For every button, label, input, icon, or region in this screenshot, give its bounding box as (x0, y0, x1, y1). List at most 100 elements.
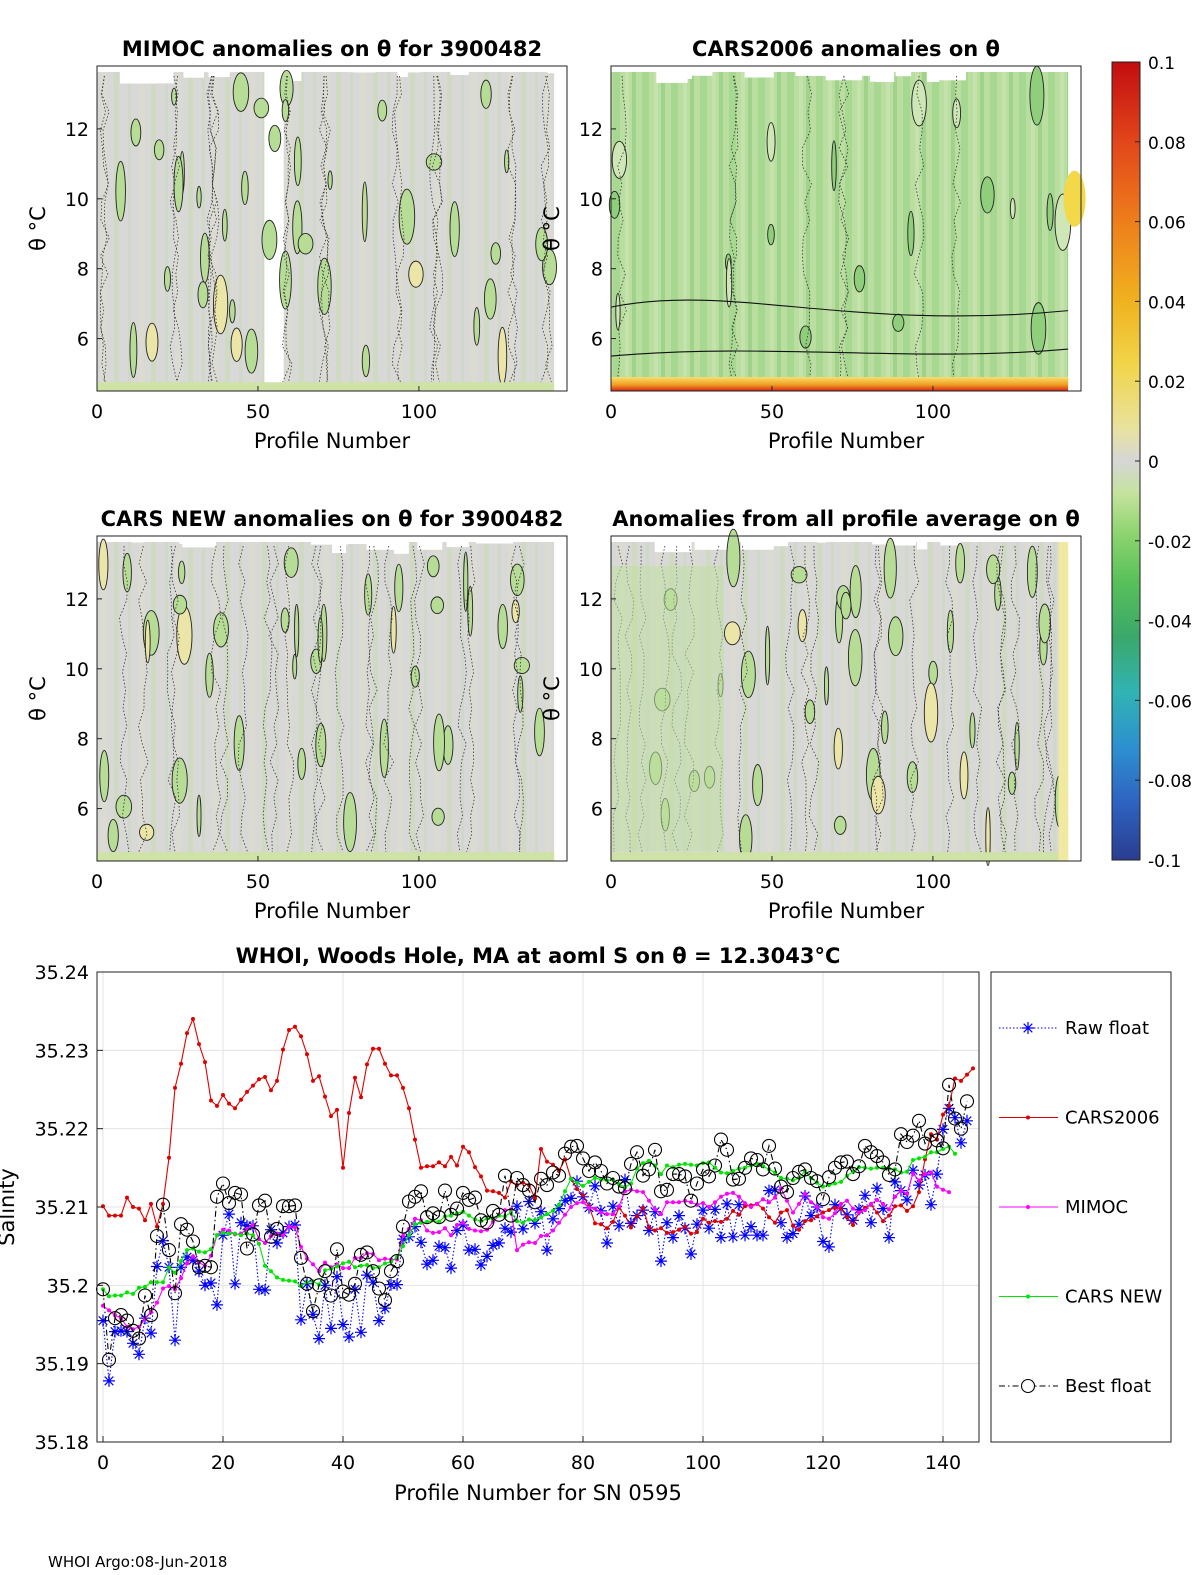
data-point (433, 1240, 445, 1253)
data-point (887, 1162, 903, 1177)
x-tick-label: 20 (211, 1452, 235, 1474)
data-point (271, 1237, 283, 1249)
heatmap-anomaly-patch (426, 555, 440, 578)
heatmap-anomaly-patch (292, 653, 298, 680)
asterisk-marker (409, 1220, 421, 1233)
asterisk-marker (961, 1114, 973, 1127)
data-point (553, 1202, 565, 1215)
heatmap-contour-dotted (207, 75, 218, 383)
data-point (299, 1276, 315, 1291)
data-point (601, 1237, 613, 1249)
data-point (317, 1074, 321, 1079)
data-point (101, 1204, 105, 1209)
heatmap-anomaly-patch (740, 650, 756, 699)
data-point (637, 1204, 649, 1217)
heatmap-anomaly-patch (928, 660, 938, 686)
asterisk-marker (457, 1219, 469, 1231)
asterisk-marker (889, 1175, 901, 1188)
data-point (299, 1034, 303, 1039)
data-point (911, 1158, 915, 1162)
data-point (329, 1114, 333, 1119)
heatmap-anomaly-patch (510, 563, 525, 597)
data-point (803, 1191, 807, 1196)
asterisk-marker (271, 1237, 283, 1249)
heatmap-y-tick-label: 8 (77, 259, 89, 281)
data-point (155, 1197, 171, 1212)
heatmap-field (97, 542, 555, 861)
data-point (593, 1221, 597, 1226)
data-point (203, 1260, 219, 1275)
data-point (563, 1212, 567, 1217)
data-point (643, 1224, 655, 1237)
data-point (941, 1147, 945, 1151)
heatmap-positive-patch (1063, 170, 1086, 227)
asterisk-marker (841, 1208, 853, 1221)
heatmap-anomaly-patch (361, 181, 368, 242)
asterisk-marker (925, 1198, 937, 1211)
heatmap-x-tick-label: 100 (401, 401, 437, 423)
data-point (797, 1201, 801, 1206)
data-point (733, 1198, 745, 1211)
heatmap-x-tick-label: 0 (605, 401, 617, 423)
data-point (569, 1138, 585, 1153)
data-point (257, 1241, 261, 1246)
asterisk-marker (781, 1231, 793, 1244)
heatmap-contour-dotted (237, 545, 249, 853)
colorbar-tick-label: -0.06 (1148, 692, 1192, 712)
asterisk-marker (709, 1203, 721, 1216)
data-point (893, 1194, 897, 1199)
data-point (719, 1142, 735, 1157)
data-point (167, 1286, 183, 1301)
asterisk-marker (619, 1173, 631, 1186)
data-point (905, 1208, 909, 1213)
data-point (833, 1211, 837, 1216)
asterisk-marker (481, 1250, 493, 1263)
heatmap-y-tick-label: 6 (77, 329, 89, 351)
data-point (311, 1078, 315, 1083)
data-point (743, 1151, 759, 1166)
data-point (239, 1233, 243, 1238)
data-point (941, 1112, 945, 1117)
heatmap-anomaly-patch (230, 327, 243, 362)
data-point (599, 1210, 603, 1215)
data-point (661, 1216, 673, 1229)
heatmap-missing-top (347, 66, 365, 73)
heatmap-x-tick-label: 50 (760, 401, 784, 423)
data-point (287, 1198, 303, 1213)
data-point (767, 1215, 771, 1220)
data-point (179, 1222, 195, 1237)
heatmap-y-tick-label: 12 (579, 589, 603, 611)
data-point (623, 1156, 639, 1171)
data-point (557, 1220, 561, 1225)
y-tick-label: 35.24 (35, 962, 89, 984)
data-point (365, 1062, 369, 1067)
data-point (137, 1285, 141, 1290)
data-point (323, 1094, 327, 1099)
heatmap-anomaly-patch (176, 605, 193, 665)
data-point (779, 1176, 783, 1180)
data-point (485, 1188, 489, 1193)
legend-marker (1022, 1022, 1034, 1034)
asterisk-marker (943, 1102, 955, 1115)
data-point (791, 1210, 795, 1215)
heatmap-panel-3: 0 50 100 6 8 10 12 CARS NEW anomalies on θ for … (26, 507, 568, 923)
data-point (917, 1190, 921, 1195)
asterisk-marker (865, 1216, 877, 1229)
data-point (521, 1220, 525, 1225)
heatmap-anomaly-patch (823, 666, 829, 706)
asterisk-marker (793, 1218, 805, 1231)
asterisk-marker (391, 1278, 403, 1291)
data-point (911, 1113, 927, 1128)
data-point (293, 1250, 309, 1265)
asterisk-marker (715, 1231, 727, 1244)
data-point (179, 1276, 183, 1281)
data-point (467, 1213, 471, 1218)
data-point (847, 1214, 859, 1227)
data-point (779, 1185, 795, 1200)
data-point (937, 1123, 949, 1136)
heatmap-contour-dotted (838, 75, 850, 383)
asterisk-marker (373, 1314, 385, 1327)
asterisk-marker (133, 1348, 145, 1361)
data-point (257, 1077, 261, 1082)
data-point (877, 1202, 889, 1215)
